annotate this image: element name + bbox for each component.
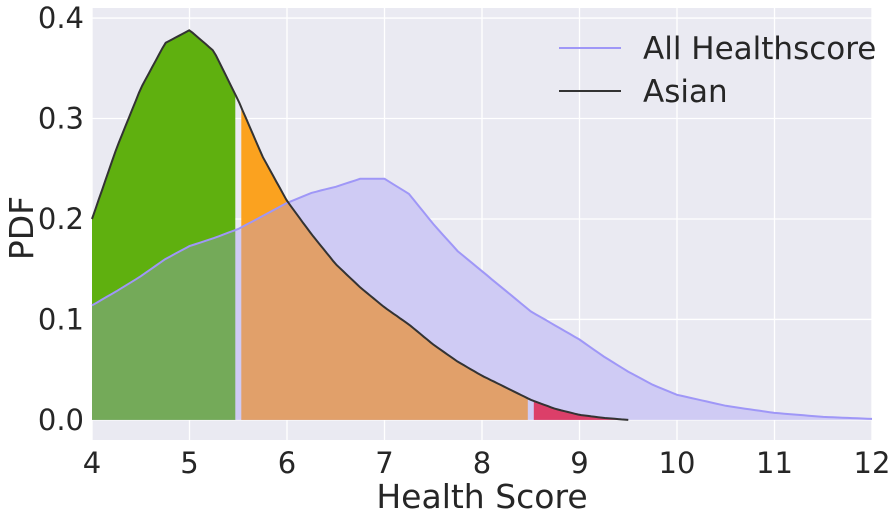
overlap-region-1 [92, 230, 236, 420]
x-tick-labels: 4 5 6 7 8 9 10 11 12 [83, 446, 891, 480]
y-tick-labels: 0.0 0.1 0.2 0.3 0.4 [38, 1, 84, 437]
x-tick-label: 12 [854, 446, 891, 480]
x-tick-label: 6 [278, 446, 296, 480]
x-tick-label: 10 [659, 446, 696, 480]
legend: All Healthscore Asian [559, 31, 876, 110]
overlap-region-2 [241, 203, 528, 420]
y-axis-label: PDF [2, 196, 41, 260]
asian-line [91, 29, 629, 421]
y-tick-label: 0.1 [38, 302, 84, 336]
x-tick-label: 4 [83, 446, 101, 480]
legend-label-all-healthscore: All Healthscore [643, 31, 876, 67]
x-axis-label: Health Score [376, 477, 587, 516]
y-tick-label: 0.4 [38, 1, 84, 35]
x-tick-label: 11 [756, 446, 793, 480]
y-tick-label: 0.0 [38, 403, 84, 437]
shaded-regions [92, 30, 872, 420]
overlap-region-3 [533, 400, 629, 420]
x-tick-label: 9 [570, 446, 588, 480]
legend-label-asian: Asian [643, 74, 728, 110]
y-tick-label: 0.3 [38, 102, 84, 136]
x-tick-label: 5 [180, 446, 198, 480]
all-healthscore-line [91, 177, 873, 420]
x-tick-label: 7 [375, 446, 393, 480]
y-tick-label: 0.2 [38, 202, 84, 236]
series-lines [91, 29, 873, 421]
x-tick-label: 8 [473, 446, 491, 480]
